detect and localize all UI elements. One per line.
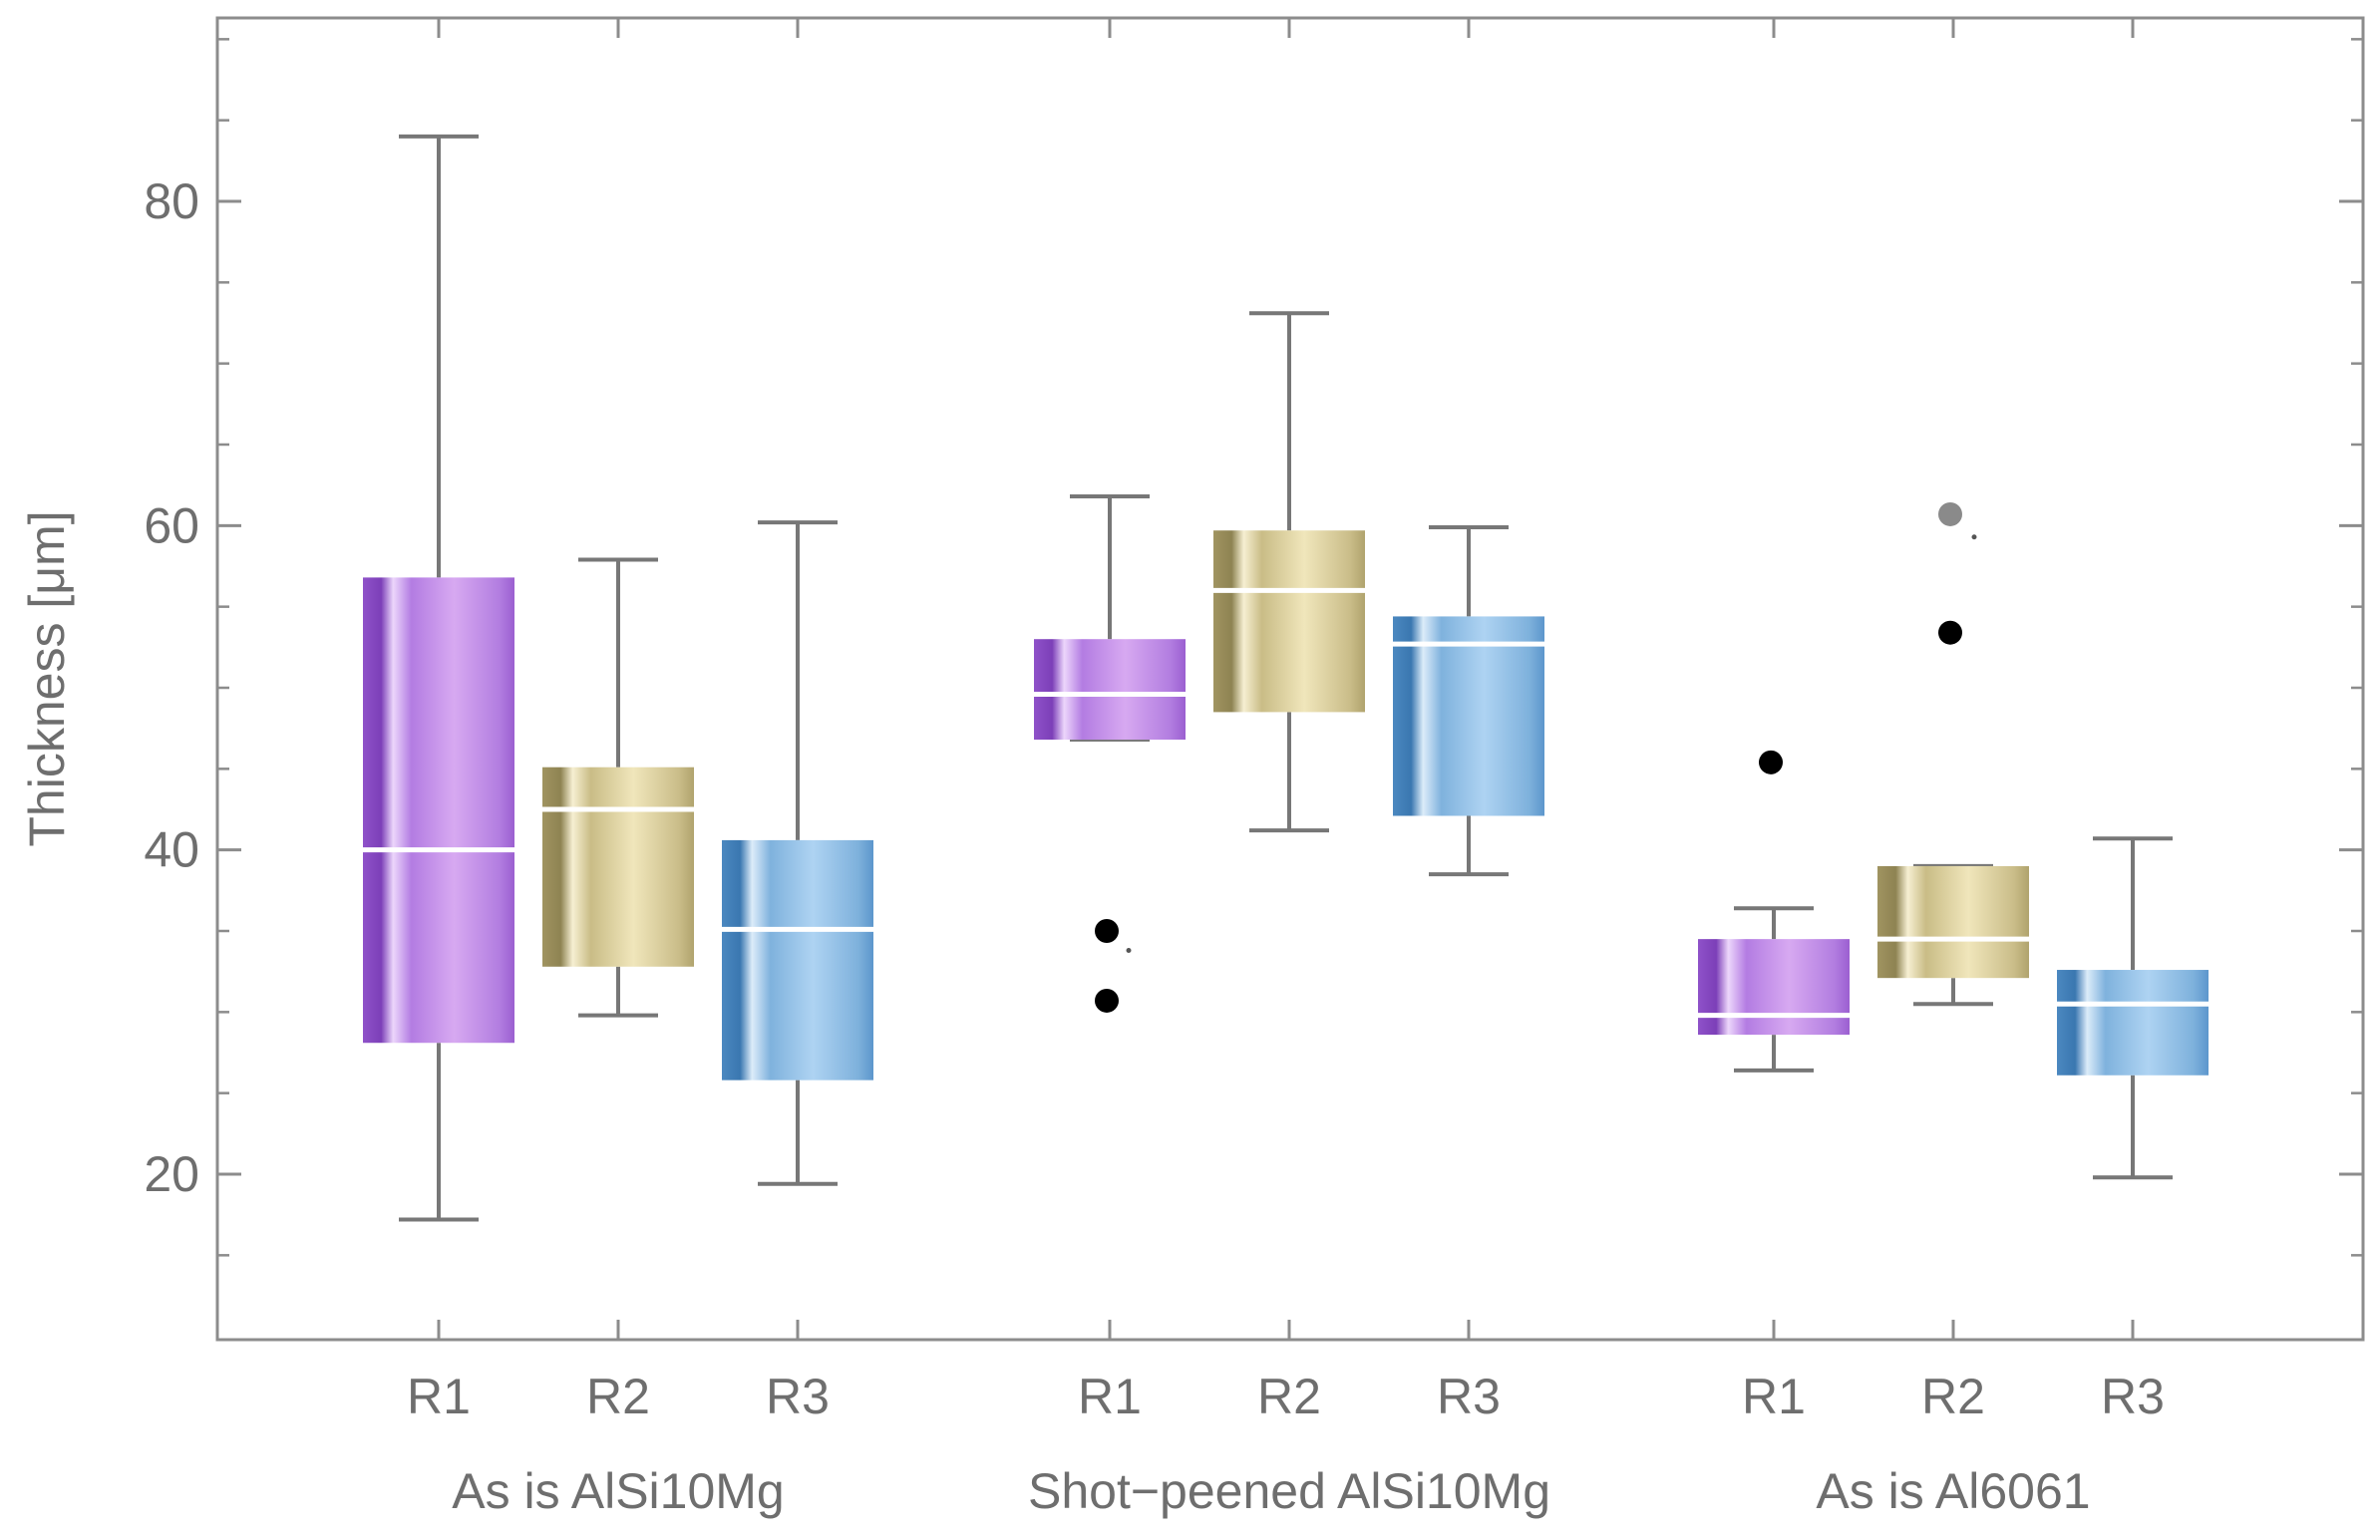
- category-label-r2: R2: [1257, 1369, 1321, 1424]
- box-r3-group-3: [2057, 836, 2209, 1180]
- x-axis-category-labels: R1 R2 R3 R1 R2 R3 R1 R2 R3: [407, 1369, 2165, 1424]
- category-label-r3: R3: [1437, 1369, 1501, 1424]
- y-tick-label: 20: [144, 1146, 199, 1202]
- far-outlier-point: [1938, 501, 1962, 526]
- y-axis-tick-labels: 20 40 60 80: [144, 173, 199, 1202]
- box-r3-group-1: [722, 520, 873, 1186]
- outlier-point: [1095, 988, 1119, 1013]
- box-body: [1877, 865, 2029, 979]
- box-body: [363, 577, 514, 1044]
- outlier-marker-dot: [1971, 534, 1977, 540]
- category-label-r3: R3: [766, 1369, 830, 1424]
- category-label-r1: R1: [1742, 1369, 1806, 1424]
- outlier-marker-dot: [1126, 948, 1132, 954]
- box-r1-group-2: [1034, 494, 1186, 1013]
- outlier-point: [1759, 750, 1783, 774]
- outlier-point: [1095, 919, 1119, 943]
- group-label-1: As is AlSi10Mg: [452, 1463, 784, 1519]
- y-tick-label: 60: [144, 497, 199, 553]
- box-r1-group-3: [1698, 750, 1850, 1073]
- outlier-point: [1938, 620, 1962, 645]
- category-label-r3: R3: [2101, 1369, 2165, 1424]
- y-tick-label: 40: [144, 822, 199, 878]
- box-body: [722, 839, 873, 1080]
- box-body: [1213, 530, 1365, 713]
- box-r1-group-1: [363, 134, 514, 1222]
- box-r2-group-2: [1213, 311, 1365, 833]
- box-r2-group-3: [1877, 501, 2029, 1007]
- box-r3-group-2: [1393, 524, 1544, 877]
- box-body: [1698, 939, 1850, 1036]
- group-label-2: Shot−peened AlSi10Mg: [1028, 1463, 1550, 1519]
- box-body: [1034, 639, 1186, 741]
- x-axis-ticks: [437, 18, 2135, 1340]
- box-series: [363, 134, 2209, 1222]
- x-axis-group-labels: As is AlSi10Mg Shot−peened AlSi10Mg As is …: [452, 1463, 2090, 1519]
- box-body: [542, 767, 694, 967]
- y-axis-ticks: [217, 38, 2363, 1257]
- category-label-r1: R1: [1078, 1369, 1142, 1424]
- group-label-3: As is Al6061: [1816, 1463, 2090, 1519]
- box-body: [1393, 616, 1544, 816]
- y-tick-label: 80: [144, 173, 199, 229]
- category-label-r2: R2: [1921, 1369, 1985, 1424]
- category-label-r1: R1: [407, 1369, 471, 1424]
- box-body: [2057, 970, 2209, 1076]
- y-axis-title: Thickness [μm]: [19, 510, 75, 846]
- box-r2-group-1: [542, 557, 694, 1018]
- category-label-r2: R2: [586, 1369, 650, 1424]
